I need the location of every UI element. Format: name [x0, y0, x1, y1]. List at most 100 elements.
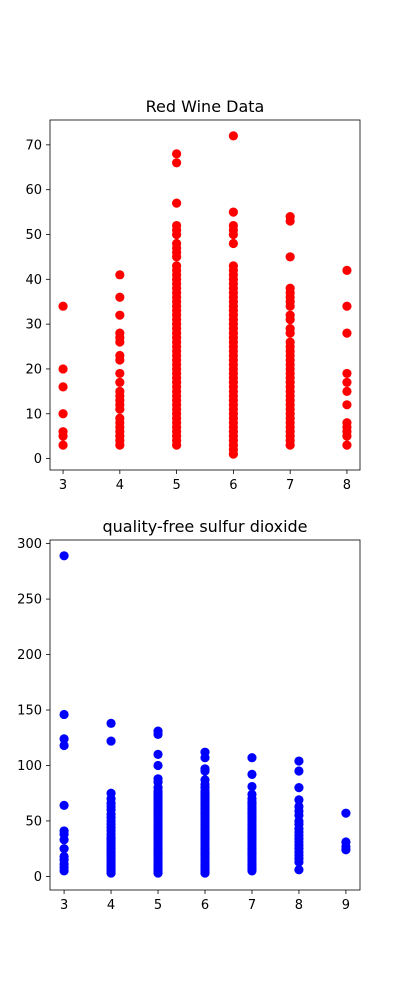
scatter-point	[285, 283, 295, 293]
scatter-point	[247, 789, 257, 799]
scatter-point	[342, 368, 352, 379]
y-tick-label: 30	[25, 318, 42, 333]
scatter-point	[153, 774, 163, 784]
scatter-point	[342, 418, 352, 428]
y-axis-ticks: 0 50 100 150 200 250 300	[17, 537, 50, 885]
scatter-point	[228, 207, 238, 217]
scatter-point	[294, 756, 304, 766]
scatter-point	[342, 386, 352, 396]
x-tick-label: 9	[342, 898, 350, 913]
scatter-point	[285, 252, 295, 262]
y-tick-label: 250	[17, 593, 42, 608]
scatter-point	[172, 238, 182, 249]
scatter-point	[59, 800, 69, 811]
scatter-point	[228, 220, 238, 231]
scatter-point	[59, 551, 69, 561]
x-tick-label: 4	[116, 478, 124, 493]
scatter-point	[200, 747, 210, 757]
scatter-point	[172, 261, 182, 271]
scatter-point	[58, 427, 68, 437]
y-axis-ticks: 0 10 20 30 40 50 60 70	[25, 138, 50, 467]
x-tick-label: 5	[154, 898, 162, 913]
scatter-point	[115, 292, 125, 302]
scatter-point	[115, 310, 125, 320]
scatter-point	[247, 781, 257, 792]
red-wine-scatter-panel: Red Wine Data 3 4 5 6 7 8 0 10 20 30 40 50 60 70	[25, 97, 361, 493]
scatter-point	[58, 364, 68, 374]
scatter-point	[115, 377, 125, 387]
x-axis-ticks: 3 4 5 6 7 8 9	[60, 890, 350, 913]
scatter-point	[342, 400, 352, 410]
scatter-point	[115, 386, 125, 396]
y-tick-label: 50	[25, 814, 42, 829]
scatter-point	[200, 775, 210, 785]
x-tick-label: 8	[343, 478, 351, 493]
x-tick-label: 4	[107, 898, 115, 913]
y-tick-label: 300	[17, 537, 42, 552]
y-tick-label: 40	[25, 273, 42, 288]
scatter-point	[115, 413, 125, 423]
scatter-point	[59, 734, 69, 744]
x-tick-label: 5	[172, 478, 180, 493]
scatter-point	[59, 740, 69, 751]
scatter-points	[59, 551, 351, 878]
scatter-point	[59, 709, 69, 720]
scatter-point	[342, 301, 352, 311]
scatter-point	[106, 718, 116, 728]
y-tick-label: 70	[25, 138, 42, 153]
scatter-point	[115, 328, 125, 338]
scatter-point	[58, 409, 68, 419]
scatter-point	[59, 826, 69, 836]
scatter-point	[106, 736, 116, 746]
scatter-point	[172, 220, 182, 231]
scatter-point	[294, 801, 304, 812]
y-tick-label: 50	[25, 228, 42, 243]
scatter-point	[294, 795, 304, 805]
scatter-point	[285, 310, 295, 320]
scatter-point	[341, 837, 351, 847]
x-tick-label: 7	[248, 898, 256, 913]
scatter-point	[342, 328, 352, 338]
y-tick-label: 60	[25, 183, 42, 198]
scatter-point	[172, 149, 182, 159]
scatter-point	[59, 851, 69, 862]
scatter-points	[58, 131, 352, 459]
scatter-point	[153, 749, 163, 759]
y-tick-label: 20	[25, 362, 42, 377]
chart-title: quality-free sulfur dioxide	[102, 517, 307, 536]
scatter-point	[115, 350, 125, 361]
scatter-point	[294, 783, 304, 793]
x-axis-ticks: 3 4 5 6 7 8	[59, 470, 351, 493]
scatter-point	[200, 764, 210, 774]
scatter-point	[341, 808, 351, 818]
y-tick-label: 200	[17, 648, 42, 663]
scatter-point	[115, 368, 125, 379]
y-tick-label: 0	[34, 452, 42, 467]
scatter-point	[172, 198, 182, 208]
x-tick-label: 3	[60, 898, 68, 913]
scatter-point	[59, 844, 69, 854]
scatter-point	[58, 382, 68, 392]
scatter-point	[247, 753, 257, 763]
scatter-point	[153, 726, 163, 736]
sulfur-dioxide-scatter-panel: quality-free sulfur dioxide 3 4 5 6 7 8 9 0 50 1…	[17, 517, 361, 913]
scatter-point	[285, 211, 295, 222]
scatter-point	[285, 324, 295, 334]
scatter-point	[294, 766, 304, 776]
scatter-point	[115, 270, 125, 280]
scatter-point	[172, 158, 182, 168]
scatter-point	[247, 769, 257, 779]
plot-area-frame	[49, 119, 361, 471]
x-tick-label: 3	[59, 478, 67, 493]
scatter-point	[342, 265, 352, 275]
y-tick-label: 100	[17, 759, 42, 774]
scatter-point	[228, 238, 238, 249]
scatter-point	[228, 131, 238, 141]
scatter-point	[342, 377, 352, 387]
scatter-point	[106, 788, 116, 798]
scatter-point	[153, 760, 163, 771]
y-tick-label: 10	[25, 407, 42, 422]
x-tick-label: 8	[295, 898, 303, 913]
chart-title: Red Wine Data	[146, 97, 265, 116]
